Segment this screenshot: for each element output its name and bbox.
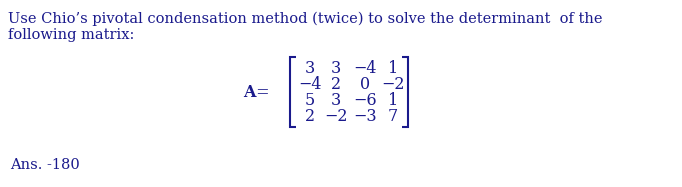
Text: 3: 3 <box>331 59 341 76</box>
Text: Ans. -180: Ans. -180 <box>10 158 80 172</box>
Text: 2: 2 <box>305 108 315 125</box>
Text: Use Chio’s pivotal condensation method (twice) to solve the determinant  of the: Use Chio’s pivotal condensation method (… <box>8 12 602 26</box>
Text: −6: −6 <box>353 91 377 108</box>
Text: 2: 2 <box>331 76 341 93</box>
Text: 0: 0 <box>360 76 370 93</box>
Text: 5: 5 <box>305 91 315 108</box>
Text: 1: 1 <box>388 59 398 76</box>
Text: 3: 3 <box>331 91 341 108</box>
Text: 1: 1 <box>388 91 398 108</box>
Text: 3: 3 <box>305 59 315 76</box>
Text: =: = <box>252 84 270 100</box>
Text: 7: 7 <box>388 108 398 125</box>
Text: −4: −4 <box>353 59 376 76</box>
Text: A: A <box>243 84 256 100</box>
Text: −3: −3 <box>353 108 377 125</box>
Text: −2: −2 <box>324 108 348 125</box>
Text: −2: −2 <box>381 76 404 93</box>
Text: following matrix:: following matrix: <box>8 28 134 42</box>
Text: −4: −4 <box>298 76 322 93</box>
